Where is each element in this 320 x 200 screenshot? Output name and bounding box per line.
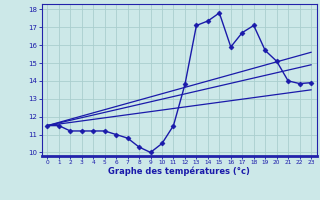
X-axis label: Graphe des températures (°c): Graphe des températures (°c) — [108, 167, 250, 176]
